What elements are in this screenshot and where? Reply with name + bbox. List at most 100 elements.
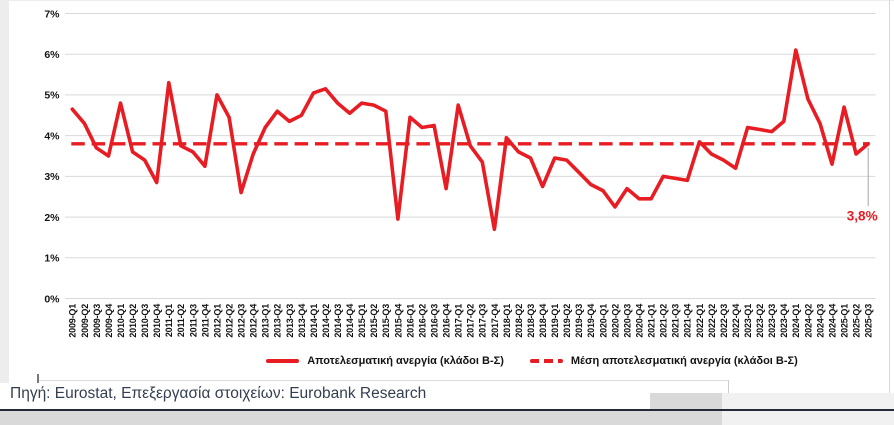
x-tick-label: 2015-Q4 bbox=[393, 304, 403, 338]
x-tick-label: 2016-Q2 bbox=[417, 304, 427, 338]
x-tick-label: 2020-Q4 bbox=[635, 304, 645, 338]
x-tick-label: 2017-Q1 bbox=[454, 304, 464, 338]
x-tick-label: 2015-Q1 bbox=[357, 304, 367, 338]
x-tick-label: 2016-Q3 bbox=[430, 304, 440, 338]
x-tick-label: 2011-Q4 bbox=[200, 304, 210, 337]
x-tick-label: 2010-Q2 bbox=[128, 304, 138, 338]
x-tick-label: 2018-Q2 bbox=[514, 304, 524, 338]
x-tick-label: 2019-Q3 bbox=[574, 304, 584, 338]
footer-right-pane bbox=[722, 393, 894, 409]
x-tick-label: 2021-Q2 bbox=[659, 304, 669, 338]
x-tick-label: 2011-Q1 bbox=[164, 304, 174, 337]
x-tick-label: 2021-Q1 bbox=[647, 304, 657, 338]
x-tick-label: 2009-Q1 bbox=[68, 304, 78, 338]
x-tick-label: 2016-Q4 bbox=[442, 304, 452, 338]
x-tick-label: 2010-Q4 bbox=[152, 304, 162, 338]
x-tick-label: 2025-Q2 bbox=[852, 304, 862, 338]
x-tick-label: 2019-Q1 bbox=[550, 304, 560, 338]
unemployment-chart: 0% 1% 2% 3% 4% 5% 6% 7% 2009-Q1 2009-Q2 2009-Q3 200… bbox=[44, 8, 878, 338]
x-tick-label: 2024-Q4 bbox=[827, 304, 837, 338]
x-tick-label: 2011-Q3 bbox=[188, 304, 198, 337]
footer-bottom-left-area bbox=[0, 411, 722, 425]
x-tick-label: 2023-Q4 bbox=[779, 304, 789, 338]
source-footer: Πηγή: Eurostat, Επεξεργασία στοιχείων: E… bbox=[0, 383, 894, 425]
x-tick-label: 2023-Q1 bbox=[743, 304, 753, 338]
y-tick-label: 0% bbox=[44, 293, 60, 305]
x-tick-label: 2017-Q3 bbox=[478, 304, 488, 338]
x-tick-label: 2018-Q1 bbox=[502, 304, 512, 338]
x-tick-label: 2021-Q4 bbox=[683, 304, 693, 338]
x-tick-label: 2013-Q1 bbox=[261, 304, 271, 338]
legend-item-mean-effective-unemployment: Μέση αποτελεσματική ανεργία (κλάδοι Β-Σ) bbox=[529, 355, 798, 367]
chart-object-corner-border bbox=[728, 380, 729, 393]
legend-label-effective-unemployment: Αποτελεσματική ανεργία (κλάδοι Β-Σ) bbox=[307, 355, 504, 367]
x-tick-label: 2020-Q2 bbox=[610, 304, 620, 338]
x-tick-label: 2015-Q2 bbox=[369, 304, 379, 338]
series-line-effective-unemployment bbox=[70, 48, 871, 232]
x-tick-label: 2010-Q1 bbox=[116, 304, 126, 338]
footer-divider-line bbox=[0, 409, 894, 411]
y-tick-label: 3% bbox=[44, 171, 60, 183]
x-tick-label: 2011-Q2 bbox=[176, 304, 186, 337]
footer-gray-block bbox=[650, 393, 722, 409]
footer-bottom-right-area bbox=[722, 411, 894, 425]
window-left-margin bbox=[0, 0, 9, 409]
y-tick-label: 2% bbox=[44, 212, 60, 224]
y-tick-label: 1% bbox=[44, 253, 60, 265]
x-tick-label: 2020-Q1 bbox=[598, 304, 608, 338]
x-tick-label: 2022-Q1 bbox=[695, 304, 705, 338]
x-tick-label: 2017-Q2 bbox=[466, 304, 476, 338]
legend-dashed-line-icon bbox=[529, 359, 563, 363]
x-tick-label: 2023-Q2 bbox=[755, 304, 765, 338]
x-tick-label: 2015-Q3 bbox=[381, 304, 391, 338]
chart-object-bottom-border bbox=[38, 380, 728, 381]
y-tick-label: 6% bbox=[44, 49, 60, 61]
last-value-label: 3,8% bbox=[847, 209, 878, 224]
footer-background bbox=[0, 383, 650, 409]
x-tick-label: 2013-Q3 bbox=[285, 304, 295, 338]
x-tick-label: 2012-Q2 bbox=[225, 304, 235, 338]
window-right-border bbox=[889, 0, 890, 393]
text-cursor bbox=[37, 374, 39, 383]
x-tick-label: 2017-Q4 bbox=[490, 304, 500, 338]
x-tick-label: 2024-Q1 bbox=[791, 304, 801, 338]
x-tick-label: 2022-Q4 bbox=[731, 304, 741, 338]
x-tick-label: 2009-Q3 bbox=[92, 304, 102, 338]
source-text: Πηγή: Eurostat, Επεξεργασία στοιχείων: E… bbox=[10, 385, 427, 402]
chart-canvas: 0% 1% 2% 3% 4% 5% 6% 7% 2009-Q1 2009-Q2 2009-Q3 200… bbox=[44, 8, 878, 338]
x-tick-label: 2016-Q1 bbox=[405, 304, 415, 338]
x-tick-label: 2014-Q1 bbox=[309, 304, 319, 338]
x-tick-label: 2024-Q2 bbox=[803, 304, 813, 338]
x-tick-label: 2012-Q4 bbox=[249, 304, 259, 338]
y-tick-label: 5% bbox=[44, 90, 60, 102]
x-tick-label: 2014-Q3 bbox=[333, 304, 343, 338]
window-top-border bbox=[0, 0, 894, 1]
x-tick-label: 2014-Q2 bbox=[321, 304, 331, 338]
x-tick-label: 2019-Q4 bbox=[586, 304, 596, 338]
x-tick-label: 2013-Q4 bbox=[297, 304, 307, 338]
legend-label-mean-effective-unemployment: Μέση αποτελεσματική ανεργία (κλάδοι Β-Σ) bbox=[570, 355, 798, 367]
x-tick-label: 2014-Q4 bbox=[345, 304, 355, 338]
x-tick-label: 2019-Q2 bbox=[562, 304, 572, 338]
x-tick-label: 2024-Q3 bbox=[815, 304, 825, 338]
y-tick-label: 4% bbox=[44, 130, 60, 142]
y-tick-label: 7% bbox=[44, 8, 60, 20]
x-tick-label: 2021-Q3 bbox=[671, 304, 681, 338]
legend-solid-line-icon bbox=[266, 359, 300, 363]
x-tick-label: 2012-Q3 bbox=[237, 304, 247, 338]
x-tick-label: 2010-Q3 bbox=[140, 304, 150, 338]
x-tick-label: 2013-Q2 bbox=[273, 304, 283, 338]
x-tick-label: 2020-Q3 bbox=[622, 304, 632, 338]
legend-item-effective-unemployment: Αποτελεσματική ανεργία (κλάδοι Β-Σ) bbox=[266, 355, 504, 367]
x-tick-label: 2018-Q4 bbox=[538, 304, 548, 338]
x-tick-label: 2009-Q4 bbox=[104, 304, 114, 338]
x-tick-label: 2009-Q2 bbox=[80, 304, 90, 338]
x-tick-label: 2022-Q2 bbox=[707, 304, 717, 338]
chart-legend: Αποτελεσματική ανεργία (κλάδοι Β-Σ) Μέση… bbox=[0, 355, 894, 367]
x-tick-label: 2023-Q3 bbox=[767, 304, 777, 338]
x-tick-label: 2012-Q1 bbox=[212, 304, 222, 338]
x-tick-label: 2025-Q1 bbox=[840, 304, 850, 338]
x-tick-label: 2025-Q3 bbox=[864, 304, 874, 338]
x-tick-label: 2018-Q3 bbox=[526, 304, 536, 338]
